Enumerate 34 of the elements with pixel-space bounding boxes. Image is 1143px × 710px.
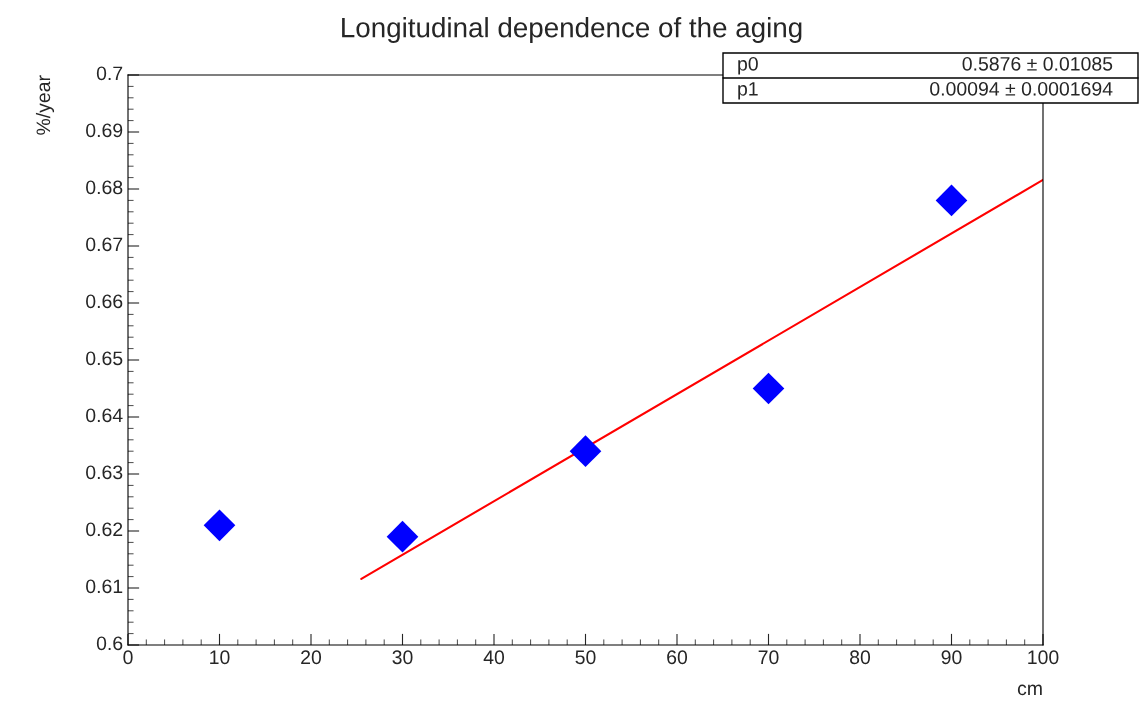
x-tick-label: 80 [850, 650, 871, 665]
x-axis-title: cm [1017, 684, 1042, 696]
y-tick-label: 0.63 [86, 465, 123, 480]
y-tick-label: 0.68 [86, 180, 123, 195]
point [935, 184, 968, 217]
x-tick-label: 50 [575, 650, 596, 665]
chart-title: Longitudinal dependence of the aging [342, 17, 802, 43]
x-tick-label: 20 [301, 650, 322, 665]
point [386, 520, 419, 553]
annotation: p1 [738, 82, 758, 100]
x-tick-label: 40 [483, 650, 505, 665]
y-tick-label: 0.65 [86, 351, 123, 366]
y-tick-label: 0.67 [86, 237, 123, 252]
y-tick-label: 0.64 [86, 408, 123, 423]
x-tick-label: 60 [667, 650, 688, 665]
point [752, 372, 785, 405]
y-tick-label: 0.6 [96, 636, 123, 651]
y-tick-label: 0.61 [86, 579, 123, 594]
text: p0 [738, 56, 758, 75]
x-tick-label: 100 [1028, 650, 1059, 665]
y-tick-label: 0.62 [86, 522, 123, 537]
text: 0.5876 ± 0.01085 [962, 56, 1113, 71]
x-tick-label: 0 [123, 650, 133, 665]
y-tick-label: 0.69 [86, 123, 123, 138]
x-tick-label: 10 [210, 650, 230, 665]
y-axis-title: %/year [35, 75, 55, 135]
x-tick-label: 70 [758, 650, 779, 665]
annotation: 0.00094 ± 0.0001694 [930, 81, 1113, 96]
point [569, 435, 602, 468]
y-tick-label: 0.7 [96, 66, 123, 81]
x-tick-label: 90 [941, 650, 962, 665]
point [203, 509, 236, 542]
y-tick-label: 0.66 [86, 294, 123, 309]
x-tick-label: 30 [392, 650, 413, 665]
